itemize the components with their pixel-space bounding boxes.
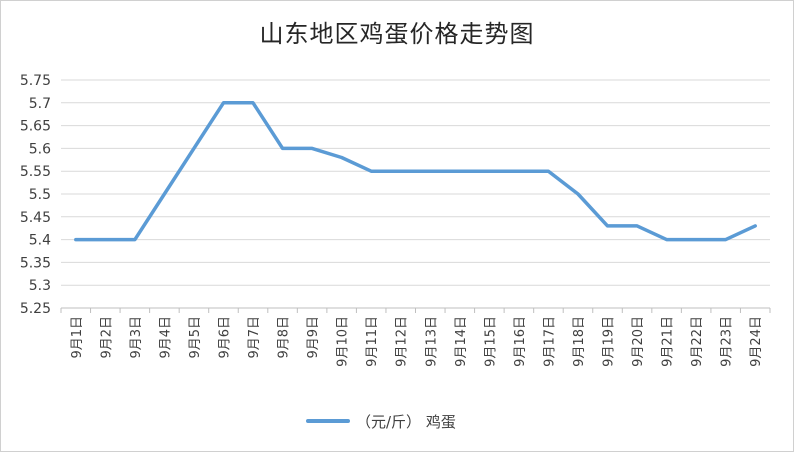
x-tick-label: 9月6日: [217, 316, 232, 359]
x-tick-label: 9月2日: [99, 316, 114, 359]
legend: （元/斤） 鸡蛋: [306, 413, 456, 431]
x-tick-label: 9月21日: [661, 316, 676, 367]
x-tick-label: 9月9日: [306, 316, 321, 359]
y-tick-label: 5.65: [20, 119, 51, 135]
x-tick-label: 9月13日: [424, 316, 439, 367]
x-tick-label: 9月20日: [631, 316, 646, 367]
x-tick-label: 9月10日: [336, 316, 351, 367]
x-tick-label: 9月12日: [395, 316, 410, 367]
x-tick-label: 9月8日: [277, 316, 292, 359]
y-tick-label: 5.25: [20, 301, 51, 317]
series-lines: [74, 101, 757, 242]
y-tick-label: 5.4: [29, 233, 51, 249]
x-tick-label: 9月18日: [572, 316, 587, 367]
x-tick-label: 9月15日: [483, 316, 498, 367]
x-axis-ticks: 9月1日 9月2日 9月3日 9月4日 9月5日 9月6日 9月7日 9月8日 9月9日 9月10…: [70, 316, 764, 367]
x-tick-label: 9月7日: [247, 316, 262, 359]
x-tick-label: 9月11日: [365, 316, 380, 367]
y-tick-label: 5.75: [20, 73, 51, 89]
x-axis: [60, 307, 771, 313]
grid-lines: [61, 79, 770, 286]
y-tick-label: 5.55: [20, 164, 51, 180]
y-tick-label: 5.35: [20, 255, 51, 271]
x-tick-label: 9月23日: [720, 316, 735, 367]
y-tick-label: 5.45: [20, 210, 51, 226]
x-tick-label: 9月16日: [513, 316, 528, 367]
x-tick-label: 9月24日: [749, 316, 764, 367]
x-tick-label: 9月14日: [454, 316, 469, 367]
y-tick-label: 5.6: [29, 141, 51, 157]
x-tick-label: 9月4日: [158, 316, 173, 359]
x-tick-label: 9月17日: [542, 316, 557, 367]
x-tick-label: 9月5日: [188, 316, 203, 359]
x-tick-label: 9月22日: [690, 316, 705, 367]
x-tick-label: 9月1日: [70, 316, 85, 359]
x-tick-label: 9月3日: [129, 316, 144, 359]
y-axis-ticks: 5.25 5.3 5.35 5.4 5.45 5.5 5.55 5.6 5.65 5.7 5.75: [20, 73, 51, 317]
chart-title: 山东地区鸡蛋价格走势图: [259, 20, 535, 48]
legend-label: （元/斤） 鸡蛋: [356, 413, 456, 431]
y-tick-label: 5.7: [29, 96, 51, 112]
y-tick-label: 5.3: [29, 278, 51, 294]
y-tick-label: 5.5: [29, 187, 51, 203]
x-tick-label: 9月19日: [602, 316, 617, 367]
series-line: [74, 101, 757, 242]
